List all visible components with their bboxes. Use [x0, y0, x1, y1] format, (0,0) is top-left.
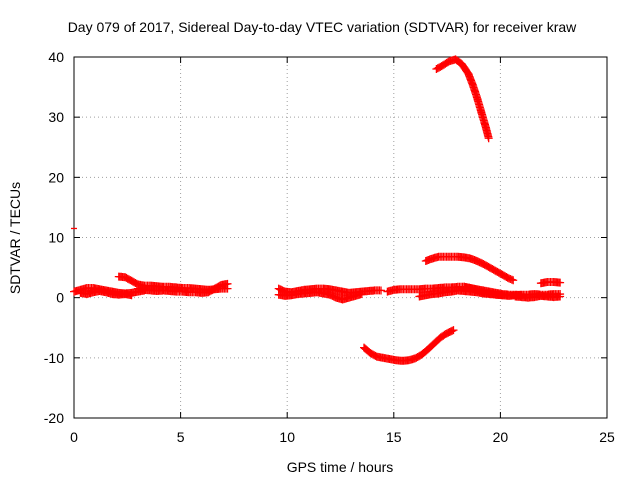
series-arc-2	[76, 287, 136, 300]
y-tick-label: -20	[44, 410, 64, 426]
data-point	[223, 279, 232, 288]
data-point	[127, 291, 136, 300]
plot-frame	[73, 56, 608, 419]
y-tick-label: 0	[56, 290, 64, 306]
series-arc-12	[421, 252, 518, 285]
y-tick-label: -10	[44, 350, 64, 366]
series-arc-14	[360, 326, 458, 365]
data-point	[449, 326, 458, 335]
data-point	[484, 134, 493, 143]
y-axis-label: SDTVAR / TECUs	[7, 182, 23, 294]
x-axis-ticks: 0 5 10 15 20 25	[70, 57, 615, 445]
y-tick-label: 30	[48, 109, 64, 125]
grid-lines	[74, 57, 607, 418]
x-tick-label: 5	[177, 429, 185, 445]
x-axis-label: GPS time / hours	[287, 459, 394, 475]
x-tick-label: 20	[493, 429, 509, 445]
x-tick-label: 15	[386, 429, 402, 445]
data-point	[556, 278, 565, 287]
series-arc-10	[511, 291, 565, 302]
y-tick-label: 40	[48, 49, 64, 65]
data-point	[556, 292, 565, 301]
data-point	[509, 276, 518, 285]
series-arc-4	[134, 279, 232, 297]
chart-title: Day 079 of 2017, Sidereal Day-to-day VTE…	[68, 19, 577, 35]
y-tick-label: 20	[48, 169, 64, 185]
y-axis-ticks: -20 -10 0 10 20 30 40	[44, 49, 607, 426]
series-arc-6	[274, 288, 366, 304]
data-points	[70, 55, 565, 365]
series-arc-13	[432, 55, 493, 143]
x-tick-label: 25	[599, 429, 615, 445]
series-arc-11	[536, 278, 565, 288]
data-point	[357, 290, 366, 299]
data-point	[377, 286, 386, 295]
x-tick-label: 0	[70, 429, 78, 445]
x-tick-label: 10	[279, 429, 295, 445]
y-tick-label: 10	[48, 230, 64, 246]
